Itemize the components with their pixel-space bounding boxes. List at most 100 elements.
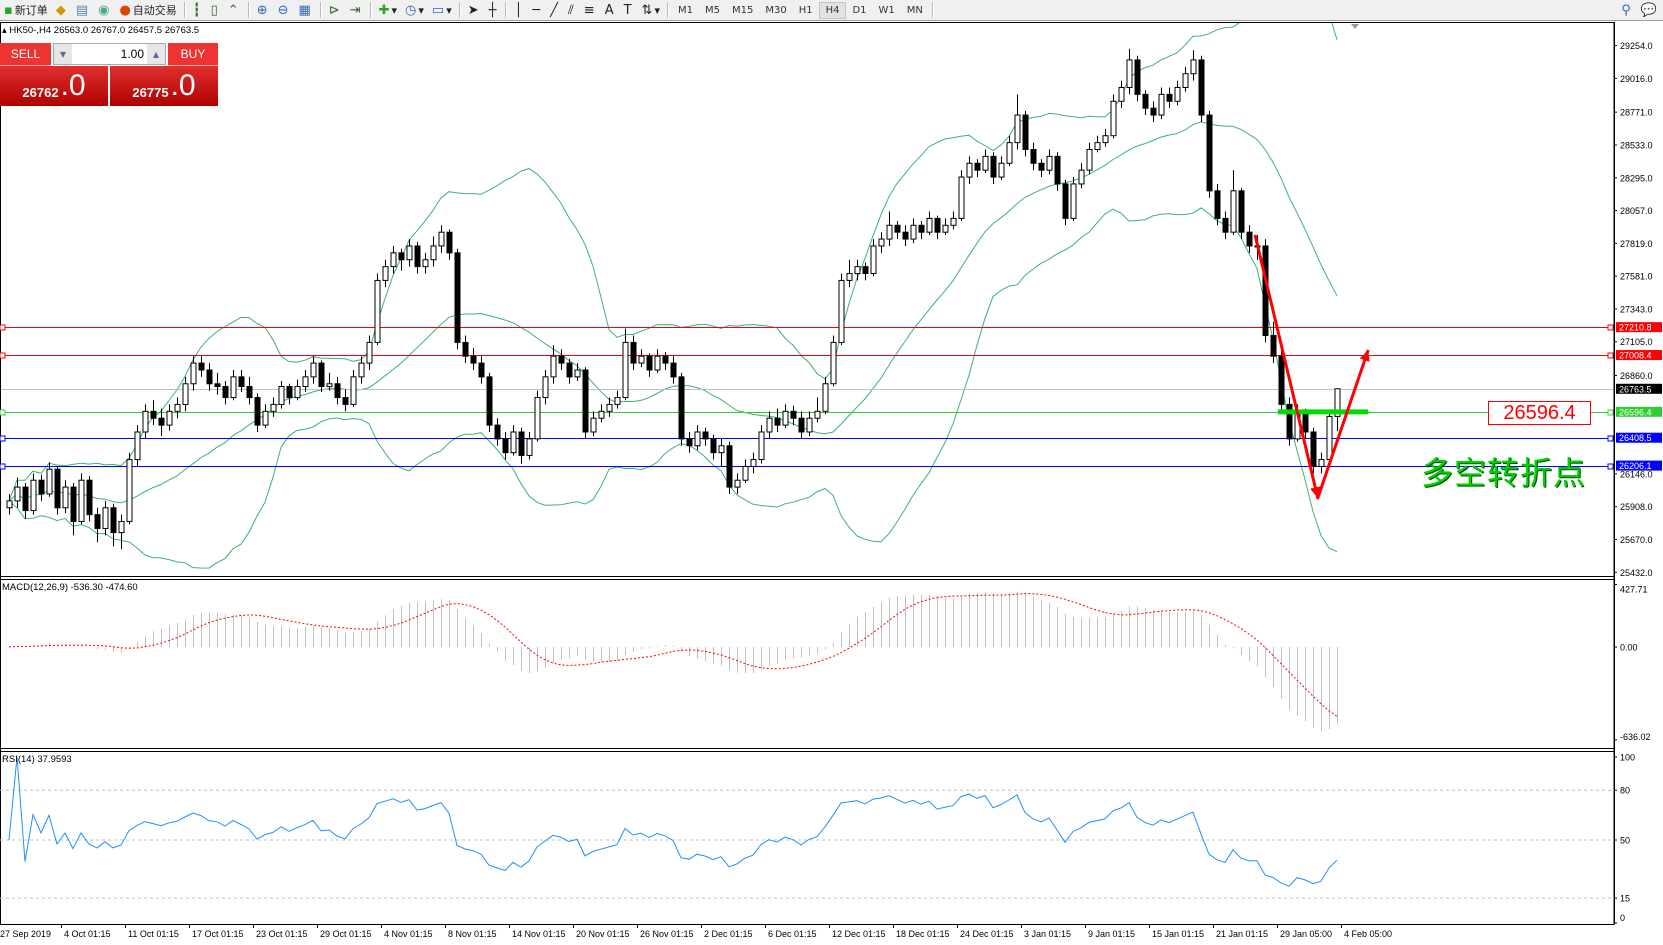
candle <box>478 356 485 384</box>
candle-body <box>886 224 893 240</box>
candle <box>654 349 661 373</box>
collapse-triangle-icon[interactable]: ▴ <box>2 25 7 36</box>
sell-button[interactable]: SELL <box>0 43 51 66</box>
price-tick-label: 25670.0 <box>1620 535 1653 545</box>
horizontal-line-button[interactable]: ─ <box>528 1 546 20</box>
templates-button[interactable]: ▭ ▾ <box>431 2 452 18</box>
navigator-button[interactable]: ◉ <box>94 1 115 20</box>
line-anchor-handle[interactable] <box>1607 324 1614 331</box>
candle-body <box>6 500 13 509</box>
line-anchor-handle[interactable] <box>1607 352 1614 359</box>
candle <box>894 221 901 240</box>
chart-shift-button[interactable]: ⇥ <box>346 1 367 20</box>
candle-body <box>878 238 885 247</box>
candle <box>974 159 981 178</box>
line-anchor-handle[interactable] <box>0 463 6 470</box>
text-button[interactable]: A <box>601 1 620 20</box>
timeframe-h4[interactable]: H4 <box>818 1 847 19</box>
equidistant-channel-button[interactable]: ⫽ <box>564 1 580 20</box>
cursor-button[interactable]: ➤ <box>464 1 485 20</box>
timeframe-m1[interactable]: M1 <box>677 4 693 16</box>
text-label-button[interactable]: T <box>620 1 638 20</box>
candle <box>206 363 213 391</box>
auto-trading-button[interactable]: ● 自动交易 <box>119 2 177 18</box>
trendline-button[interactable]: ╱ <box>546 1 564 20</box>
timeframe-m15[interactable]: M15 <box>731 4 754 16</box>
chat-button[interactable]: 💬 <box>1637 1 1663 20</box>
line-anchor-handle[interactable] <box>0 409 6 416</box>
line-anchor-handle[interactable] <box>1607 463 1614 470</box>
one-click-trading-panel: SELL ▼ 1.00 ▲ BUY 26762.0 26775.0 <box>0 43 218 106</box>
candle-body <box>294 386 301 399</box>
timeframe-m5[interactable]: M5 <box>704 4 720 16</box>
candle <box>798 411 805 439</box>
market-watch-button[interactable]: ◆ <box>52 1 72 20</box>
price-tick-label: 26860.0 <box>1620 371 1653 381</box>
timeframe-d1[interactable]: D1 <box>852 4 867 16</box>
periods-button[interactable]: ◷ ▾ <box>405 2 424 18</box>
candle <box>1190 50 1197 81</box>
candle-body <box>614 397 621 405</box>
volume-increase-button[interactable]: ▲ <box>147 44 165 64</box>
volume-decrease-button[interactable]: ▼ <box>54 44 72 64</box>
timeframe-h1[interactable]: H1 <box>798 4 813 16</box>
line-chart-button[interactable]: ⌃ <box>224 1 245 20</box>
candle <box>174 397 181 419</box>
search-icon: ⚲ <box>1621 3 1631 18</box>
volume-stepper[interactable]: ▼ 1.00 ▲ <box>53 43 166 65</box>
candle <box>262 404 269 428</box>
candle-body <box>358 362 365 378</box>
vertical-line-button[interactable]: │ <box>510 1 528 20</box>
candle <box>686 431 693 453</box>
tile-windows-button[interactable]: ▦ <box>295 1 317 20</box>
line-anchor-handle[interactable] <box>0 324 6 331</box>
arrow-head-up-icon <box>1359 350 1370 362</box>
crosshair-button[interactable]: ┼ <box>485 1 503 20</box>
buy-price-button[interactable]: 26775.0 <box>110 66 218 106</box>
line-anchor-handle[interactable] <box>1607 409 1614 416</box>
candle <box>422 252 429 274</box>
price-tick-label: 27581.0 <box>1620 272 1653 282</box>
arrows-button[interactable]: ⇅ ▾ <box>641 2 660 18</box>
candle <box>1174 80 1181 106</box>
candle-body <box>214 383 221 388</box>
timeframe-m30[interactable]: M30 <box>765 4 787 16</box>
candlestick-button[interactable]: ▯ <box>207 1 224 20</box>
arrows-icon: ⇅ <box>641 2 653 18</box>
bar-chart-button[interactable]: ┇ <box>189 1 207 20</box>
volume-input[interactable]: 1.00 <box>120 47 144 61</box>
new-order-button[interactable]: ▪ 新订单 <box>4 2 48 18</box>
candle <box>582 367 589 439</box>
candle-body <box>1110 100 1117 137</box>
line-anchor-handle[interactable] <box>0 435 6 442</box>
candle <box>1030 142 1037 171</box>
candle-body <box>942 224 949 233</box>
timeframe-mn[interactable]: MN <box>906 4 923 16</box>
candle <box>1038 159 1045 178</box>
fibonacci-button[interactable]: ≡ <box>580 1 601 20</box>
level-price-label[interactable]: 26596.4 <box>1488 401 1591 425</box>
timeframe-w1[interactable]: W1 <box>878 4 895 16</box>
crosshair-icon: ┼ <box>488 2 497 18</box>
auto-scroll-button[interactable]: ⊳ <box>325 1 346 20</box>
candle <box>622 328 629 401</box>
buy-button[interactable]: BUY <box>168 43 218 66</box>
turning-point-text[interactable]: 多空转折点 <box>1421 454 1587 492</box>
indicators-button[interactable]: ✚ ▾ <box>378 2 398 18</box>
time-tick-label: 29 Oct 01:15 <box>320 929 372 939</box>
data-window-button[interactable]: ▤ <box>72 1 94 20</box>
search-button[interactable]: ⚲ <box>1617 1 1637 20</box>
zoom-out-button[interactable]: ⊖ <box>274 1 295 20</box>
line-anchor-handle[interactable] <box>0 352 6 359</box>
candle-body <box>1246 231 1253 247</box>
candle-body <box>126 459 133 523</box>
candle <box>694 425 701 450</box>
candle-body <box>222 386 229 399</box>
zoom-in-button[interactable]: ⊕ <box>253 1 274 20</box>
line-anchor-handle[interactable] <box>1607 435 1614 442</box>
candle-body <box>630 341 637 364</box>
candle-body <box>598 410 605 419</box>
buy-price-main: 26775 <box>132 85 169 100</box>
sell-price-button[interactable]: 26762.0 <box>0 66 108 106</box>
